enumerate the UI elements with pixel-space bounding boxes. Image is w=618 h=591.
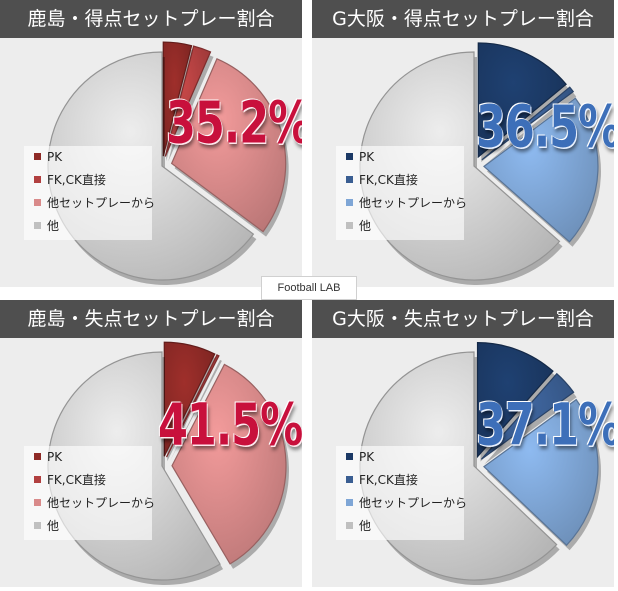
- legend-swatch: [346, 199, 353, 206]
- legend: PK FK,CK直接 他セットプレーから 他: [24, 146, 156, 240]
- legend-label: PK: [47, 150, 63, 164]
- legend: PK FK,CK直接 他セットプレーから 他: [24, 446, 156, 540]
- chart-panel-gosaka-conceded: G大阪・失点セットプレー割合 37.1% PK FK,CK直接 他セットプレーか…: [312, 300, 614, 587]
- legend-swatch: [346, 153, 353, 160]
- legend-swatch: [346, 476, 353, 483]
- highlight-percentage: 37.1%: [476, 392, 614, 460]
- legend-swatch: [34, 222, 41, 229]
- pie-slice: [483, 398, 599, 547]
- pie-slice: [162, 41, 193, 157]
- pie-slice: [164, 45, 212, 157]
- legend-label: PK: [47, 450, 63, 464]
- highlight-percentage: 36.5%: [476, 94, 614, 162]
- legend-swatch: [346, 222, 353, 229]
- chart-panel-kashima-conceded: 鹿島・失点セットプレー割合 41.5% PK FK,CK直接 他セットプレーから…: [0, 300, 302, 587]
- legend: PK FK,CK直接 他セットプレーから 他: [336, 446, 468, 540]
- pie-slice: [477, 42, 567, 159]
- legend-item: 他: [24, 515, 152, 538]
- legend-label: 他: [47, 519, 60, 533]
- legend-item: PK: [336, 146, 464, 169]
- legend-swatch: [346, 453, 353, 460]
- highlight-percentage: 35.2%: [166, 90, 302, 158]
- pie-slice: [163, 341, 216, 457]
- pie-slice: [481, 86, 575, 161]
- highlight-percentage: 41.5%: [158, 392, 302, 460]
- legend-swatch: [34, 153, 41, 160]
- pie-slice: [170, 58, 287, 233]
- legend-swatch: [346, 499, 353, 506]
- legend-swatch: [346, 176, 353, 183]
- chart-panel-kashima-scored: 鹿島・得点セットプレー割合 35.2% PK FK,CK直接 他セットプレーから…: [0, 0, 302, 287]
- legend-swatch: [34, 476, 41, 483]
- pie-slice: [476, 342, 554, 459]
- legend-item: 他セットプレーから: [24, 492, 156, 515]
- pie-slice-shadow: [169, 359, 222, 463]
- legend-label: 他: [359, 219, 372, 233]
- chart-panel-gosaka-scored: G大阪・得点セットプレー割合 36.5% PK FK,CK直接 他セットプレーか…: [312, 0, 614, 287]
- legend-label: FK,CK直接: [47, 473, 106, 487]
- legend-item: FK,CK直接: [24, 169, 152, 192]
- chart-title: G大阪・得点セットプレー割合: [312, 0, 614, 38]
- legend-item: PK: [336, 446, 464, 469]
- legend-item: 他: [24, 215, 152, 238]
- legend-label: 他セットプレーから: [359, 196, 468, 210]
- pie-slice: [171, 363, 287, 565]
- legend: PK FK,CK直接 他セットプレーから 他: [336, 146, 468, 240]
- pie-slice-shadow: [168, 51, 214, 162]
- pie-slice-shadow: [484, 92, 577, 165]
- legend-label: 他: [47, 219, 60, 233]
- legend-item: 他セットプレーから: [24, 192, 156, 215]
- legend-swatch: [34, 453, 41, 460]
- legend-item: PK: [24, 446, 152, 469]
- legend-item: 他: [336, 515, 464, 538]
- legend-item: 他セットプレーから: [336, 192, 468, 215]
- legend-label: FK,CK直接: [359, 173, 418, 187]
- legend-swatch: [34, 199, 41, 206]
- legend-item: FK,CK直接: [24, 469, 152, 492]
- legend-swatch: [34, 522, 41, 529]
- chart-title: 鹿島・得点セットプレー割合: [0, 0, 302, 38]
- legend-label: 他: [359, 519, 372, 533]
- legend-label: PK: [359, 150, 375, 164]
- legend-label: 他セットプレーから: [359, 496, 468, 510]
- legend-item: FK,CK直接: [336, 169, 464, 192]
- legend-swatch: [346, 522, 353, 529]
- pie-slice: [480, 372, 575, 460]
- pie-slice: [483, 97, 599, 243]
- legend-item: 他: [336, 215, 464, 238]
- legend-swatch: [34, 176, 41, 183]
- legend-item: 他セットプレーから: [336, 492, 468, 515]
- legend-item: FK,CK直接: [336, 469, 464, 492]
- legend-label: FK,CK直接: [47, 173, 106, 187]
- legend-swatch: [34, 499, 41, 506]
- pie-slice: [165, 354, 220, 458]
- legend-label: 他セットプレーから: [47, 496, 156, 510]
- legend-label: FK,CK直接: [359, 473, 418, 487]
- football-lab-watermark: Football LAB: [261, 276, 357, 300]
- chart-title: G大阪・失点セットプレー割合: [312, 300, 614, 338]
- legend-label: PK: [359, 450, 375, 464]
- legend-label: 他セットプレーから: [47, 196, 156, 210]
- chart-title: 鹿島・失点セットプレー割合: [0, 300, 302, 338]
- legend-item: PK: [24, 146, 152, 169]
